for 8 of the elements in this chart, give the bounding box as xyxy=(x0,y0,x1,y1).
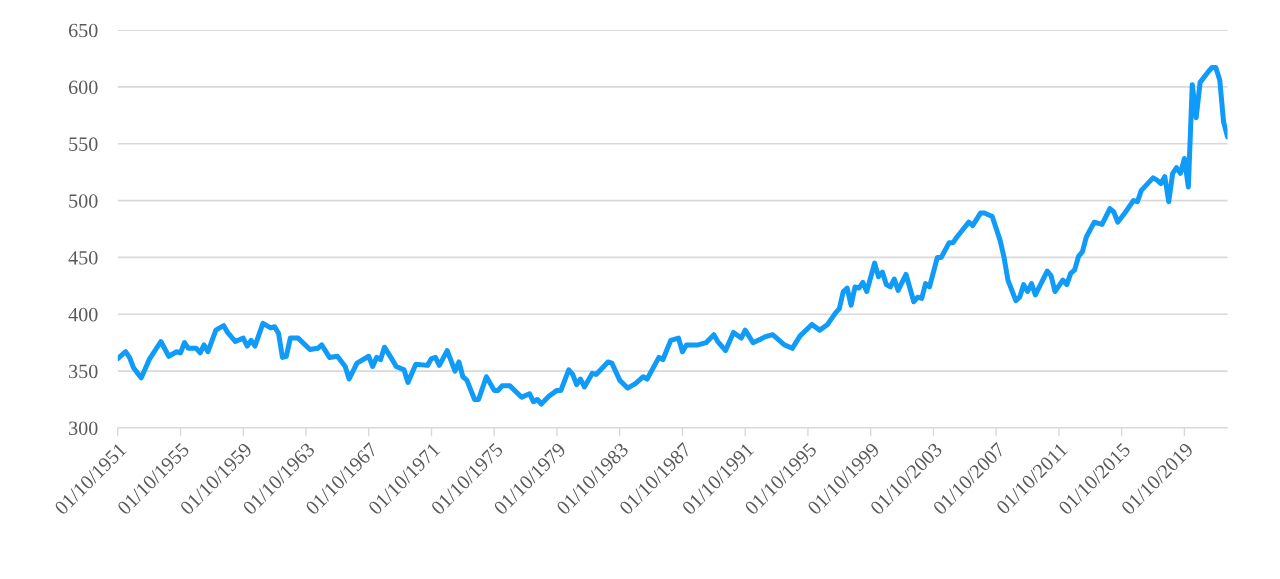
y-tick-label: 400 xyxy=(68,307,98,322)
y-tick-label: 300 xyxy=(69,421,98,436)
y-tick-label: 600 xyxy=(68,80,98,95)
y-tick-label: 550 xyxy=(69,137,98,151)
y-tick-label: 500 xyxy=(69,194,98,208)
y-tick-label: 350 xyxy=(69,364,98,379)
y-tick-label: 650 xyxy=(68,23,98,38)
y-tick-label: 450 xyxy=(68,251,98,265)
